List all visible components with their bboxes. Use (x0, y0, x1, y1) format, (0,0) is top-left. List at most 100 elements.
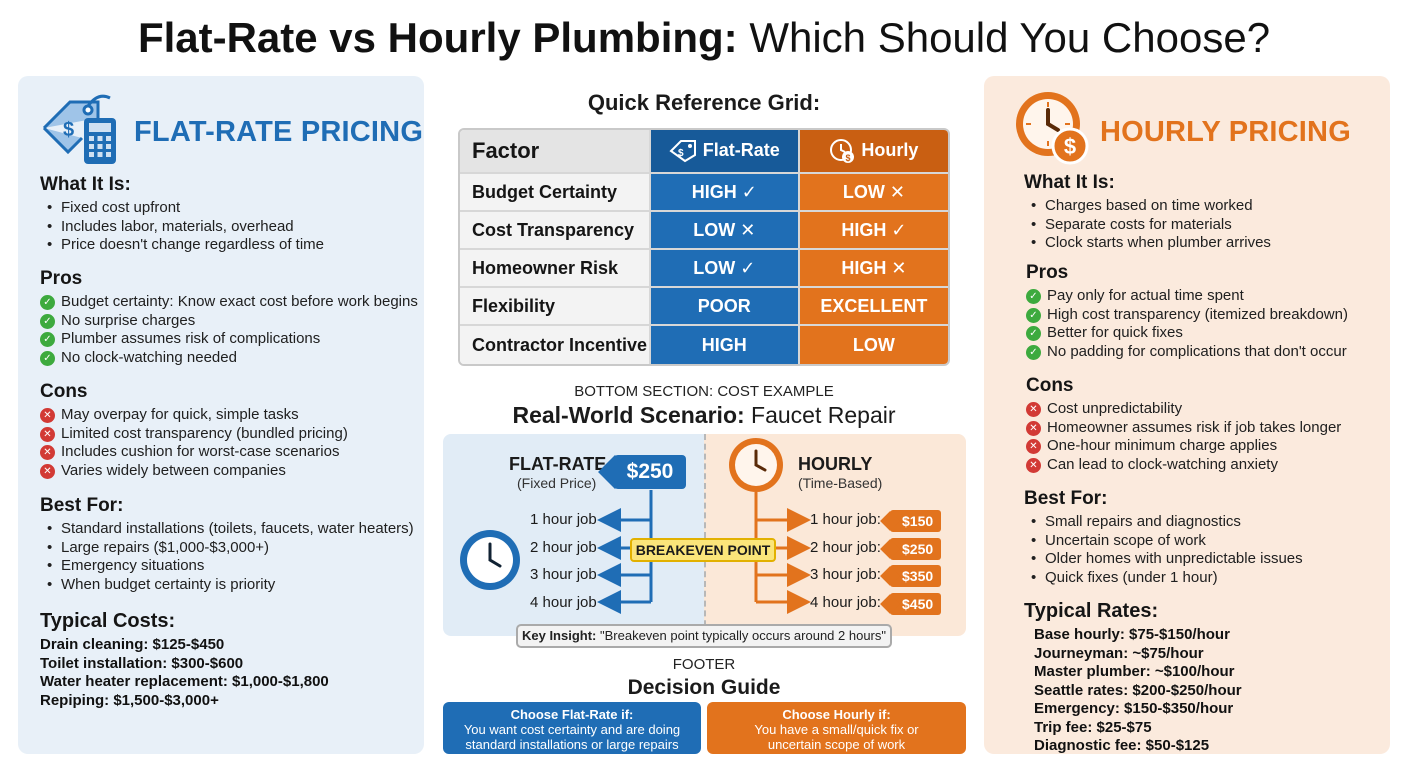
list-item: ✓ Budget certainty: Know exact cost befor… (40, 293, 420, 312)
hourly-best-section: Best For: Small repairs and diagnostics … (1024, 488, 1404, 587)
flat-cell: LOW ✕ (648, 212, 798, 250)
check-icon: ✓ (1026, 326, 1041, 341)
list-item: ✕ Cost unpredictability (1026, 400, 1406, 419)
hourly-cell: LOW ✕ (797, 174, 948, 212)
hourly-cell: HIGH ✕ (797, 250, 948, 288)
hourly-price-tag: $150 (890, 510, 942, 532)
list-item: Fixed cost upfront (40, 199, 420, 218)
list-item: Separate costs for materials (1024, 216, 1404, 235)
hourly-what-title: What It Is: (1024, 172, 1115, 193)
table-row: Cost Transparency LOW ✕ HIGH ✓ (460, 212, 948, 250)
rate-item: Seattle rates: $200-$250/hour (1034, 681, 1242, 699)
check-icon: ✓ (40, 332, 55, 347)
list-item: ✕ Limited cost transparency (bundled pric… (40, 425, 420, 444)
list-item: ✕ Includes cushion for worst-case scenari… (40, 443, 420, 462)
hourly-header: $ HOURLY PRICING (984, 88, 1390, 174)
rate-item: Journeyman: ~$75/hour (1034, 644, 1204, 662)
breakeven-badge: BREAKEVEN POINT (630, 538, 776, 562)
hourly-price-tag: $250 (890, 538, 942, 560)
rate-item: Master plumber: ~$100/hour (1034, 663, 1235, 680)
hourly-best-title: Best For: (1024, 488, 1108, 509)
key-insight: Key Insight: "Breakeven point typically … (516, 624, 892, 648)
svg-text:$: $ (678, 148, 684, 159)
hourly-scenario-label: HOURLY (798, 454, 873, 474)
list-item: ✓ Plumber assumes risk of complications (40, 330, 420, 349)
x-icon: ✕ (1026, 420, 1041, 436)
flat-cons-section: Cons ✕ May overpay for quick, simple task… (40, 381, 420, 480)
hourly-cons-title: Cons (1026, 375, 1074, 396)
check-icon: ✓ (40, 295, 55, 310)
list-item: Price doesn't change regardless of time (40, 236, 420, 255)
x-icon: ✕ (40, 463, 55, 479)
price-tag-calculator-icon: $ (42, 94, 116, 164)
hourly-panel: $ HOURLY PRICING What It Is: Charges bas… (984, 76, 1390, 754)
hourly-job-label: 2 hour job: (810, 539, 881, 556)
table-row: Flexibility POOR EXCELLENT (460, 288, 948, 326)
flat-cell: HIGH ✓ (648, 174, 798, 212)
flat-costs-section: Typical Costs: Drain cleaning: $125-$450… (40, 610, 420, 710)
quick-reference-grid: Factor $ Flat-Rate $ Hourly Budget Certain… (458, 128, 950, 366)
list-item: ✓ No padding for complications that don't… (1026, 343, 1406, 362)
table-row: Contractor Incentive HIGH LOW (460, 326, 948, 364)
list-item: Quick fixes (under 1 hour) (1024, 569, 1404, 588)
grid-title: Quick Reference Grid: (587, 90, 821, 115)
flat-costs-title: Typical Costs: (40, 610, 176, 632)
hourly-header-cell: $ Hourly (797, 130, 948, 174)
svg-text:$: $ (63, 119, 74, 141)
example-caption: BOTTOM SECTION: COST EXAMPLE (574, 383, 834, 400)
check-icon: ✓ (1026, 344, 1041, 360)
flat-cell: LOW ✓ (648, 250, 798, 288)
list-item: ✕ Can lead to clock-watching anxiety (1026, 456, 1406, 475)
list-item: ✕ Varies widely between companies (40, 462, 420, 481)
footer-caption: FOOTER (672, 656, 736, 673)
hourly-cell: EXCELLENT (797, 288, 948, 326)
flat-what-section: What It Is: Fixed cost upfront Includes … (40, 174, 420, 255)
rate-item: Emergency: $150-$350/hour (1034, 700, 1234, 717)
list-item: Includes labor, materials, overhead (40, 218, 420, 237)
clock-dollar-icon: $ (1016, 92, 1089, 165)
clock-icon (729, 438, 783, 492)
check-icon: ✓ (1026, 307, 1041, 323)
flat-rate-header-cell: $ Flat-Rate (648, 130, 798, 174)
check-icon: ✓ (40, 350, 55, 366)
list-item: ✓ Pay only for actual time spent (1026, 287, 1406, 306)
scenario-connectors (460, 438, 811, 614)
hourly-price-tag: $350 (890, 565, 942, 587)
factor-cell: Flexibility (460, 288, 649, 326)
hourly-rates-section: Typical Rates: Base hourly: $75-$150/hou… (1024, 600, 1404, 756)
grid-header-row: Factor $ Flat-Rate $ Hourly (460, 130, 948, 174)
flat-job-label: 1 hour job (530, 511, 597, 528)
check-icon: ✓ (40, 313, 55, 329)
table-row: Budget Certainty HIGH ✓ LOW ✕ (460, 174, 948, 212)
svg-text:$: $ (846, 153, 851, 163)
hourly-heading: HOURLY PRICING (1100, 116, 1351, 148)
flat-pros-title: Pros (40, 268, 83, 289)
list-item: Large repairs ($1,000-$3,000+) (40, 539, 420, 558)
hourly-price-tag: $450 (890, 593, 942, 615)
svg-text:$: $ (1064, 134, 1076, 159)
x-icon: ✕ (1026, 402, 1041, 417)
choose-flat-rate-box: Choose Flat-Rate if: You want cost certa… (443, 702, 701, 754)
flat-price-tag: $250 (614, 455, 686, 489)
flat-rate-header: $ FLAT-RATE PRICING (18, 88, 424, 174)
flat-scenario-label: FLAT-RATE (509, 454, 607, 474)
flat-cell: POOR (648, 288, 798, 326)
list-item: Clock starts when plumber arrives (1024, 234, 1404, 253)
hourly-pros-section: Pros ✓ Pay only for actual time spent ✓ Hi… (1026, 262, 1406, 361)
hourly-cons-section: Cons ✕ Cost unpredictability ✕ Homeowner a… (1026, 375, 1406, 474)
list-item: Uncertain scope of work (1024, 532, 1404, 551)
x-icon: ✕ (40, 426, 55, 442)
list-item: When budget certainty is priority (40, 576, 420, 595)
flat-best-section: Best For: Standard installations (toilet… (40, 495, 420, 594)
list-item: Charges based on time worked (1024, 197, 1404, 216)
factor-cell: Cost Transparency (460, 212, 649, 250)
cost-example-diagram (443, 434, 966, 636)
hourly-cell: HIGH ✓ (797, 212, 948, 250)
list-item: ✓ No clock-watching needed (40, 349, 420, 368)
list-item: Emergency situations (40, 557, 420, 576)
flat-rate-panel: $ FLAT-RATE PRICING What It Is: Fixed co… (18, 76, 424, 754)
flat-cell: HIGH (648, 326, 798, 364)
flat-pros-section: Pros ✓ Budget certainty: Know exact cost … (40, 268, 420, 367)
clock-icon (460, 530, 520, 590)
hourly-cell: LOW (797, 326, 948, 364)
